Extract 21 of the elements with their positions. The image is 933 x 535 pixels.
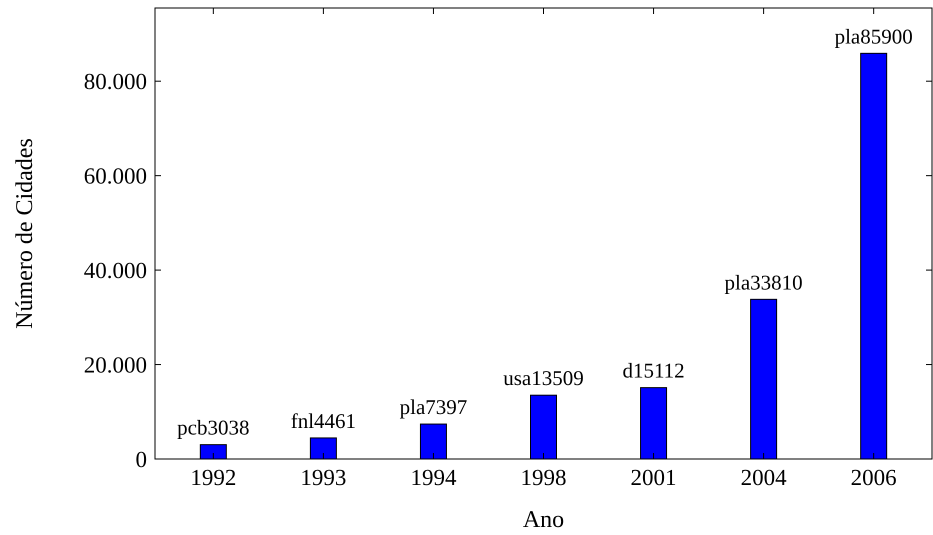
y-tick-label: 80.000 (84, 69, 147, 94)
data-label: usa13509 (503, 366, 584, 390)
x-tick-label: 1992 (190, 465, 236, 490)
x-tick-label: 1998 (520, 465, 566, 490)
x-tick-label: 2004 (740, 465, 788, 490)
y-tick-label: 40.000 (84, 258, 147, 284)
data-label: pla85900 (834, 24, 913, 48)
y-axis-title: Número de Cidades (12, 138, 38, 329)
x-axis-title: Ano (522, 507, 564, 533)
x-tick-label: 2006 (850, 465, 897, 490)
y-tick-label: 0 (136, 447, 147, 472)
data-label: pla33810 (724, 270, 803, 294)
data-label: pla7397 (400, 395, 468, 420)
x-tick-label: 1993 (300, 465, 346, 490)
y-tick-label: 20.000 (84, 352, 147, 378)
data-label: d15112 (622, 358, 685, 383)
x-tick-label: 2001 (630, 465, 677, 490)
data-label: fnl4461 (290, 408, 356, 433)
y-tick-label: 60.000 (84, 164, 147, 189)
data-label: pcb3038 (177, 416, 250, 440)
x-tick-label: 1994 (410, 465, 457, 490)
